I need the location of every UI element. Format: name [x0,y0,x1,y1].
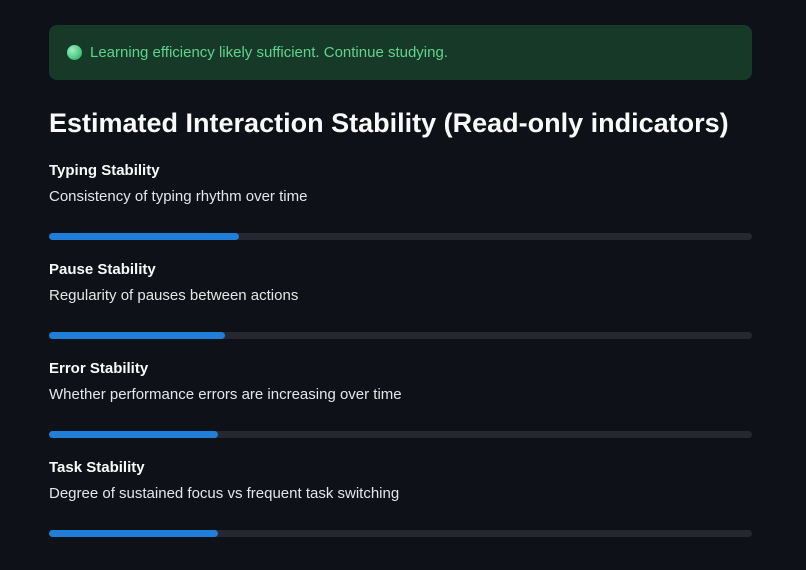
progress-bar [49,233,752,240]
green-circle-icon [67,45,82,60]
metric-error-stability: Error Stability Whether performance erro… [49,360,752,438]
progress-fill [49,332,225,339]
metric-description: Consistency of typing rhythm over time [49,188,308,205]
alert-text: Learning efficiency likely sufficient. C… [90,44,448,61]
progress-fill [49,233,239,240]
metric-description: Regularity of pauses between actions [49,287,299,304]
metric-title: Pause Stability [49,261,156,278]
metric-title: Task Stability [49,459,145,476]
progress-bar [49,530,752,537]
progress-fill [49,530,218,537]
metric-task-stability: Task Stability Degree of sustained focus… [49,459,752,537]
success-alert: Learning efficiency likely sufficient. C… [49,25,752,80]
progress-bar [49,332,752,339]
metric-pause-stability: Pause Stability Regularity of pauses bet… [49,261,752,339]
metric-title: Typing Stability [49,162,160,179]
metric-description: Whether performance errors are increasin… [49,386,402,403]
metric-description: Degree of sustained focus vs frequent ta… [49,485,400,502]
section-title: Estimated Interaction Stability (Read-on… [49,108,729,138]
metric-typing-stability: Typing Stability Consistency of typing r… [49,162,752,240]
progress-fill [49,431,218,438]
progress-bar [49,431,752,438]
metric-title: Error Stability [49,360,149,377]
